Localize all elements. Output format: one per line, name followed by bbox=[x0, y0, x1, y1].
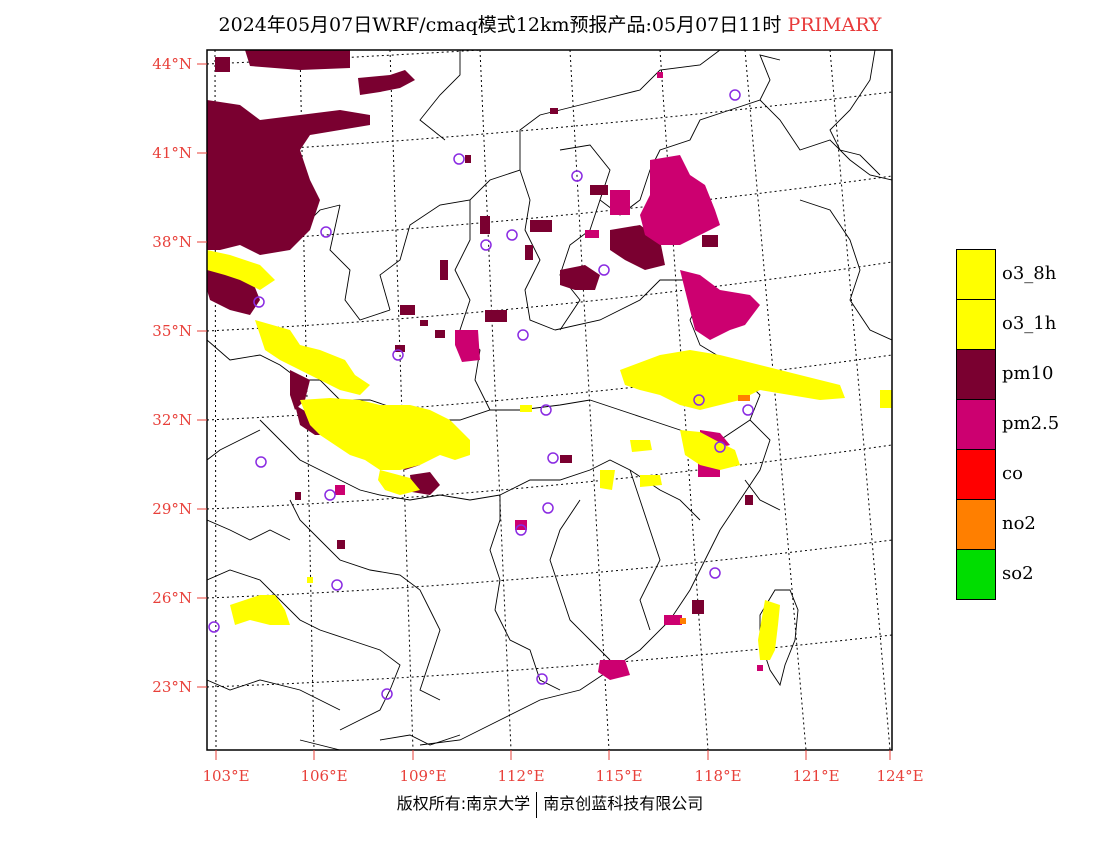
title-tag: PRIMARY bbox=[787, 14, 882, 36]
legend-swatch bbox=[956, 499, 996, 550]
legend-label: no2 bbox=[1002, 513, 1036, 534]
lon-label-124e: 124°E bbox=[876, 767, 923, 785]
lat-label-23n: 23°N bbox=[152, 678, 192, 696]
legend-label: pm10 bbox=[1002, 363, 1054, 384]
legend-swatch bbox=[956, 549, 996, 600]
lon-label-118e: 118°E bbox=[694, 767, 741, 785]
lat-label-38n: 38°N bbox=[152, 233, 192, 251]
legend-label: co bbox=[1002, 463, 1023, 484]
lon-label-106e: 106°E bbox=[300, 767, 347, 785]
station-markers bbox=[208, 89, 754, 700]
lat-label-35n: 35°N bbox=[152, 322, 192, 340]
title-main: 2024年05月07日WRF/cmaq模式12km预报产品:05月07日11时 bbox=[218, 14, 782, 36]
lon-label-115e: 115°E bbox=[595, 767, 642, 785]
lat-label-44n: 44°N bbox=[152, 55, 192, 73]
boundaries bbox=[207, 50, 892, 750]
legend-swatch bbox=[956, 249, 996, 300]
tick-marks bbox=[197, 63, 891, 760]
map-title: 2024年05月07日WRF/cmaq模式12km预报产品:05月07日11时 P… bbox=[0, 10, 1100, 37]
legend-swatch bbox=[956, 299, 996, 350]
footer-divider bbox=[536, 791, 538, 818]
legend-label: o3_8h bbox=[1002, 263, 1057, 284]
lat-label-29n: 29°N bbox=[152, 500, 192, 518]
longitude-labels: 103°E 106°E 109°E 112°E 115°E 118°E 121°… bbox=[202, 767, 923, 785]
copyright-left: 版权所有:南京大学 bbox=[396, 794, 531, 813]
map-frame bbox=[206, 49, 893, 751]
legend-label: o3_1h bbox=[1002, 313, 1057, 334]
legend-label: pm2.5 bbox=[1002, 413, 1060, 434]
lat-label-41n: 41°N bbox=[152, 144, 192, 162]
legend-swatch bbox=[956, 449, 996, 500]
copyright-right: 南京创蓝科技有限公司 bbox=[543, 794, 704, 813]
copyright-footer: 版权所有:南京大学 南京创蓝科技有限公司 bbox=[0, 790, 1100, 818]
lat-label-32n: 32°N bbox=[152, 411, 192, 429]
latitude-labels: 44°N 41°N 38°N 35°N 32°N 29°N 26°N 23°N bbox=[152, 55, 192, 696]
lon-label-121e: 121°E bbox=[792, 767, 839, 785]
lon-label-103e: 103°E bbox=[202, 767, 249, 785]
lon-label-112e: 112°E bbox=[497, 767, 544, 785]
legend-label: so2 bbox=[1002, 563, 1034, 584]
no2-co-spots bbox=[680, 395, 750, 624]
lon-label-109e: 109°E bbox=[399, 767, 446, 785]
lat-label-26n: 26°N bbox=[152, 589, 192, 607]
map-content bbox=[207, 50, 892, 750]
legend-swatch bbox=[956, 349, 996, 400]
o3-areas bbox=[207, 250, 892, 660]
legend-swatch bbox=[956, 399, 996, 450]
